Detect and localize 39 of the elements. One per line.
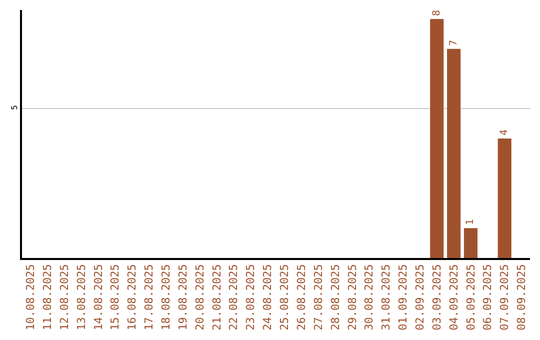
x-tick-label: 04.09.2025: [447, 264, 460, 330]
x-tick-label: 28.08.2025: [328, 264, 342, 330]
x-tick-label: 12.08.2025: [58, 264, 71, 330]
x-tick-label: 06.09.2025: [481, 264, 494, 330]
x-tick-label: 21.08.2025: [210, 264, 224, 330]
x-tick-label: 26.08.2025: [294, 264, 308, 330]
x-tick-label: 16.08.2025: [126, 264, 139, 330]
x-tick-label: 31.08.2025: [380, 264, 393, 330]
x-tick-label: 11.08.2025: [40, 264, 54, 330]
x-tick-label: 13.08.2025: [74, 264, 88, 330]
x-tick-label: 02.09.2025: [414, 264, 427, 330]
x-tick-label: 15.08.2025: [108, 264, 122, 330]
x-tick-label: 07.09.2025: [498, 264, 512, 330]
x-tick-label: 29.08.2025: [346, 264, 359, 330]
x-tick-label: 18.08.2025: [160, 264, 173, 330]
bar: [498, 138, 512, 258]
data-label: 7: [448, 40, 460, 46]
x-tick-label: 25.08.2025: [278, 264, 292, 330]
bar: [447, 48, 461, 258]
data-label: 8: [431, 10, 442, 16]
x-tick-label: 30.08.2025: [362, 264, 376, 330]
x-tick-label: 20.08.2025: [193, 264, 206, 330]
x-tick-label: 23.08.2025: [244, 264, 258, 330]
y-tick-label: 5: [10, 104, 20, 110]
data-label: 1: [465, 219, 476, 226]
bar: [464, 228, 478, 258]
x-tick-label: 24.08.2025: [261, 264, 274, 330]
x-tick-label: 27.08.2025: [312, 264, 325, 330]
x-tick-label: 05.09.2025: [464, 264, 478, 330]
x-tick-label: 01.09.2025: [396, 264, 410, 330]
x-tick-label: 10.08.2025: [24, 264, 38, 330]
x-tick-label: 19.08.2025: [176, 264, 190, 330]
x-tick-label: 08.09.2025: [515, 264, 528, 330]
x-tick-label: 03.09.2025: [430, 264, 444, 330]
data-label: 4: [499, 129, 510, 136]
x-tick-label: 17.08.2025: [142, 264, 156, 330]
bar: [430, 18, 444, 258]
x-tick-label: 14.08.2025: [92, 264, 105, 330]
x-tick-label: 22.08.2025: [227, 264, 240, 330]
